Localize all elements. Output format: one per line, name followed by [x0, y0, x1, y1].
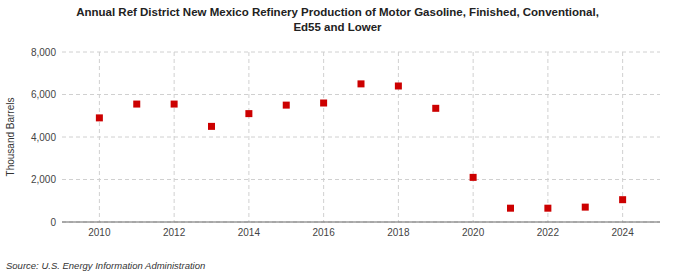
point: [171, 101, 178, 108]
point: [208, 123, 215, 130]
point: [432, 105, 439, 112]
y-axis-label: Thousand Barrels: [5, 98, 16, 177]
x-tick-label: 2018: [387, 227, 410, 238]
point: [619, 196, 626, 203]
y-grid-line: [62, 137, 660, 138]
x-tick-label: 2016: [313, 227, 336, 238]
x-grid-line: [174, 52, 175, 222]
point: [133, 101, 140, 108]
x-grid-line: [547, 52, 548, 222]
x-tick-label: 2014: [238, 227, 261, 238]
x-tick-label: 2022: [537, 227, 560, 238]
point: [544, 205, 551, 212]
x-tick-label: 2010: [88, 227, 111, 238]
x-grid-line: [323, 52, 324, 222]
title: Annual Ref District New Mexico Refinery …: [76, 6, 599, 33]
y-tick-label: 4,000: [31, 132, 56, 143]
point: [320, 100, 327, 107]
y-grid-line: [62, 222, 660, 223]
y-grid-line: [62, 179, 660, 180]
x-tick-label: 2012: [163, 227, 186, 238]
points: [96, 80, 626, 211]
point: [283, 102, 290, 109]
point: [245, 110, 252, 117]
point: [395, 83, 402, 90]
chart: Annual Ref District New Mexico Refinery …: [0, 0, 675, 275]
source: Source: U.S. Energy Information Administ…: [6, 260, 205, 271]
point: [470, 174, 477, 181]
x-axis-line: [62, 222, 660, 223]
x-tick-label: 2020: [462, 227, 485, 238]
point: [358, 80, 365, 87]
point: [582, 204, 589, 211]
x-tick-label: 2024: [612, 227, 635, 238]
y-tick-label: 8,000: [31, 47, 56, 58]
y-tick-label: 2,000: [31, 174, 56, 185]
point: [507, 205, 514, 212]
y-grid-line: [62, 52, 660, 53]
x-grid-line: [99, 52, 100, 222]
title-line: Annual Ref District New Mexico Refinery …: [76, 6, 599, 18]
x-grid-line: [473, 52, 474, 222]
grid: [62, 52, 660, 222]
point: [96, 114, 103, 121]
title-line: Ed55 and Lower: [293, 21, 382, 33]
y-tick-label: 0: [50, 217, 56, 228]
y-grid-line: [62, 94, 660, 95]
y-tick-label: 6,000: [31, 89, 56, 100]
x-grid-line: [398, 52, 399, 222]
x-grid-line: [248, 52, 249, 222]
